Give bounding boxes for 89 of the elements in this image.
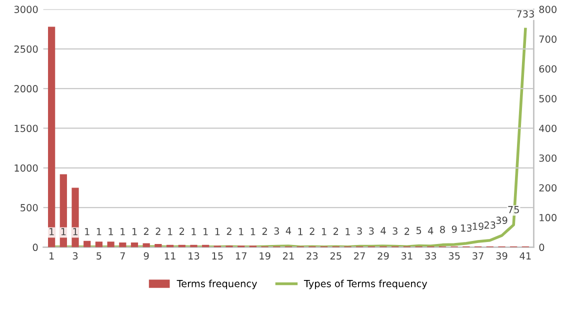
x-tick-label: 35 [448, 252, 460, 260]
data-label: 1 [120, 228, 125, 236]
data-label: 3 [392, 227, 398, 235]
data-label: 13 [461, 224, 472, 232]
data-label: 2 [334, 228, 338, 235]
legend-label: Types of Terms frequency [304, 280, 428, 290]
data-label: 1 [298, 228, 303, 236]
x-tick-label: 39 [496, 252, 508, 260]
data-label: 4 [286, 227, 292, 234]
data-label: 1 [239, 228, 244, 236]
x-tick-label: 1 [50, 252, 54, 260]
bar [119, 242, 126, 248]
data-label: 1 [50, 228, 54, 236]
y2-tick-label: 400 [539, 124, 556, 132]
data-label: 1 [96, 228, 102, 236]
data-label: 39 [496, 216, 508, 224]
x-tick-label: 19 [260, 252, 270, 260]
x-tick-label: 7 [120, 252, 125, 260]
data-label: 2 [310, 228, 314, 235]
data-label: 2 [156, 228, 160, 235]
x-tick-label: 15 [212, 252, 223, 260]
x-tick-label: 3 [72, 252, 78, 260]
data-label: 1 [192, 228, 196, 236]
y2-tick-label: 100 [540, 214, 556, 222]
data-label: 1 [61, 228, 66, 236]
bar [142, 243, 150, 248]
y-tick-label: 1000 [14, 164, 38, 172]
data-label: 1 [85, 228, 90, 236]
bar [95, 242, 103, 248]
data-label: 1 [346, 228, 350, 236]
bar [84, 240, 91, 248]
data-label: 1 [132, 228, 137, 236]
data-label: 1 [108, 228, 113, 236]
y2-tick-label: 200 [539, 184, 556, 192]
legend-label: Terms frequency [176, 280, 258, 290]
data-label: 3 [369, 227, 374, 235]
y-tick-label: 3000 [14, 6, 38, 14]
x-tick-label: 17 [236, 252, 246, 260]
data-label: 2 [404, 228, 410, 235]
y-tick-label: 2500 [14, 45, 38, 53]
y2-tick-label: 600 [539, 65, 556, 73]
data-label: 2 [144, 228, 148, 235]
data-label: 2 [262, 228, 267, 235]
x-tick-label: 37 [472, 252, 484, 260]
x-tick-label: 33 [425, 252, 436, 260]
data-label: 1 [204, 228, 208, 236]
y2-tick-label: 500 [539, 94, 556, 102]
data-label: 1 [168, 228, 172, 236]
data-label: 8 [440, 226, 445, 234]
x-tick-label: 13 [188, 252, 200, 260]
data-label: 1 [250, 228, 256, 236]
data-label: 9 [452, 226, 457, 233]
x-tick-label: 27 [354, 252, 365, 260]
data-label: 1 [215, 228, 220, 236]
data-label: 3 [357, 227, 362, 235]
x-tick-label: 25 [330, 252, 342, 260]
data-label: 1 [322, 228, 326, 236]
data-label: 2 [180, 228, 184, 235]
x-tick-label: 41 [520, 252, 531, 260]
data-label: 2 [226, 228, 232, 235]
bar [48, 26, 56, 248]
data-label: 5 [416, 226, 422, 234]
data-label: 4 [428, 227, 434, 234]
y2-tick-label: 800 [539, 6, 556, 14]
data-label: 75 [508, 206, 519, 214]
bar [154, 244, 162, 248]
x-tick-label: 23 [306, 252, 318, 260]
data-label: 4 [380, 227, 386, 234]
x-tick-label: 31 [402, 252, 412, 260]
bar [107, 242, 114, 248]
y2-tick-label: 700 [539, 35, 556, 43]
x-tick-label: 21 [283, 252, 294, 260]
data-label: 23 [484, 221, 496, 229]
data-label: 733 [516, 10, 534, 18]
data-label: 3 [274, 227, 279, 235]
data-label: 19 [472, 222, 484, 230]
bar [130, 242, 138, 248]
x-tick-label: 9 [144, 252, 149, 260]
y-tick-label: 2000 [14, 85, 38, 92]
y2-tick-label: 0 [539, 244, 544, 252]
x-tick-label: 29 [378, 252, 389, 260]
y2-tick-label: 300 [539, 154, 556, 162]
y-tick-label: 1500 [14, 124, 38, 132]
y-tick-label: 500 [20, 204, 38, 212]
bar [72, 188, 79, 248]
x-tick-label: 5 [96, 252, 102, 260]
y-tick-label: 0 [32, 244, 38, 252]
data-label: 1 [73, 228, 78, 236]
x-tick-label: 11 [164, 252, 176, 260]
